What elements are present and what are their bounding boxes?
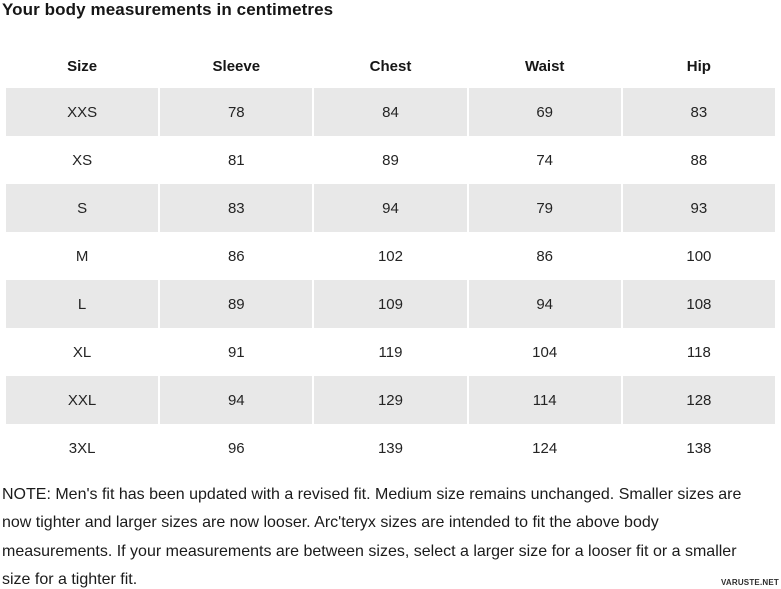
size-cell: XXL (6, 376, 159, 424)
chest-cell: 109 (314, 280, 467, 328)
sleeve-cell: 81 (160, 136, 313, 184)
chest-cell: 84 (314, 88, 467, 136)
sleeve-cell: 94 (160, 376, 313, 424)
table-body: XXS 78 84 69 83 XS 81 89 74 88 S 83 94 79 93 M 86 102 86 10… (6, 88, 775, 472)
waist-cell: 114 (468, 376, 621, 424)
page-title: Your body measurements in centimetres (2, 0, 334, 19)
table-row: XS 81 89 74 88 (6, 136, 775, 184)
size-cell: S (6, 184, 159, 232)
column-header-hip: Hip (686, 58, 711, 75)
hip-cell: 108 (622, 280, 775, 328)
hip-cell: 128 (622, 376, 775, 424)
chest-cell: 129 (314, 376, 467, 424)
hip-cell: 100 (622, 232, 775, 280)
sleeve-cell: 86 (160, 232, 313, 280)
size-cell: XL (6, 328, 159, 376)
column-header-size: Size (67, 58, 98, 75)
waist-cell: 74 (468, 136, 621, 184)
table-header-row: Size Sleeve Chest Waist Hip (6, 45, 775, 88)
size-cell: XXS (6, 88, 159, 136)
hip-cell: 83 (622, 88, 775, 136)
hip-cell: 138 (622, 424, 775, 472)
hip-cell: 88 (622, 136, 775, 184)
watermark: VARUSTE.NET (720, 578, 779, 587)
waist-cell: 104 (468, 328, 621, 376)
table-row: XXL 94 129 114 128 (6, 376, 775, 424)
size-cell: M (6, 232, 159, 280)
table-row: XL 91 119 104 118 (6, 328, 775, 376)
note-text: NOTE: Men's fit has been updated with a … (2, 481, 779, 589)
column-header-chest: Chest (369, 58, 412, 75)
sleeve-cell: 78 (160, 88, 313, 136)
table-row: 3XL 96 139 124 138 (6, 424, 775, 472)
size-cell: 3XL (6, 424, 159, 472)
size-cell: L (6, 280, 159, 328)
chest-cell: 119 (314, 328, 467, 376)
sleeve-cell: 89 (160, 280, 313, 328)
chest-cell: 89 (314, 136, 467, 184)
sleeve-cell: 83 (160, 184, 313, 232)
waist-cell: 86 (468, 232, 621, 280)
table-row: XXS 78 84 69 83 (6, 88, 775, 136)
waist-cell: 124 (468, 424, 621, 472)
size-cell: XS (6, 136, 159, 184)
waist-cell: 79 (468, 184, 621, 232)
measurements-table: Size Sleeve Chest Waist Hip XXS 78 84 69 83 X… (6, 45, 775, 472)
note-line: NOTE: Men's fit has been updated with a … (2, 486, 742, 503)
note-line: size for a tighter fit. (2, 570, 138, 588)
sleeve-cell: 91 (160, 328, 313, 376)
waist-cell: 69 (468, 88, 621, 136)
table-row: S 83 94 79 93 (6, 184, 775, 232)
chest-cell: 94 (314, 184, 467, 232)
column-header-waist: Waist (524, 58, 565, 75)
note-line: now tighter and larger sizes are now loo… (2, 514, 659, 532)
hip-cell: 118 (622, 328, 775, 376)
chest-cell: 139 (314, 424, 467, 472)
chest-cell: 102 (314, 232, 467, 280)
note-line: measurements. If your measurements are b… (2, 542, 737, 560)
column-header-sleeve: Sleeve (212, 58, 261, 75)
hip-cell: 93 (622, 184, 775, 232)
table-row: M 86 102 86 100 (6, 232, 775, 280)
waist-cell: 94 (468, 280, 621, 328)
sleeve-cell: 96 (160, 424, 313, 472)
table-row: L 89 109 94 108 (6, 280, 775, 328)
